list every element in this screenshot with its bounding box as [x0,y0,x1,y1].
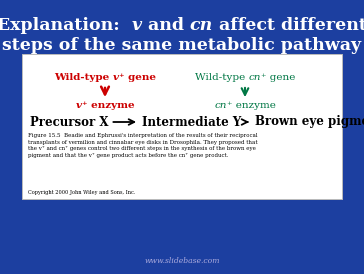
Text: v: v [132,18,142,35]
Text: Precursor X: Precursor X [30,116,108,129]
Text: cn: cn [190,18,213,35]
Text: cn: cn [214,101,227,110]
Text: v: v [76,101,82,110]
Text: steps of the same metabolic pathway: steps of the same metabolic pathway [3,36,361,53]
Text: and: and [142,18,190,35]
Text: cn: cn [248,73,261,82]
Text: ⁺ enzyme: ⁺ enzyme [82,101,134,110]
FancyBboxPatch shape [22,54,342,199]
Text: affect different: affect different [213,18,364,35]
Text: v: v [113,73,119,82]
Text: Intermediate Y: Intermediate Y [142,116,241,129]
Text: www.slidebase.com: www.slidebase.com [144,257,220,265]
Text: ⁺ gene: ⁺ gene [261,73,295,82]
Text: ⁺ gene: ⁺ gene [119,73,156,82]
Text: ⁺ enzyme: ⁺ enzyme [227,101,276,110]
Text: Wild-type: Wild-type [195,73,248,82]
Text: Wild-type: Wild-type [54,73,113,82]
Text: Brown eye pigment: Brown eye pigment [255,116,364,129]
Text: Explanation:: Explanation: [0,18,132,35]
Text: Copyright 2000 John Wiley and Sons, Inc.: Copyright 2000 John Wiley and Sons, Inc. [28,190,135,195]
Text: Figure 15.5  Beadie and Ephrussi's interpretation of the results of their recipr: Figure 15.5 Beadie and Ephrussi's interp… [28,133,258,158]
